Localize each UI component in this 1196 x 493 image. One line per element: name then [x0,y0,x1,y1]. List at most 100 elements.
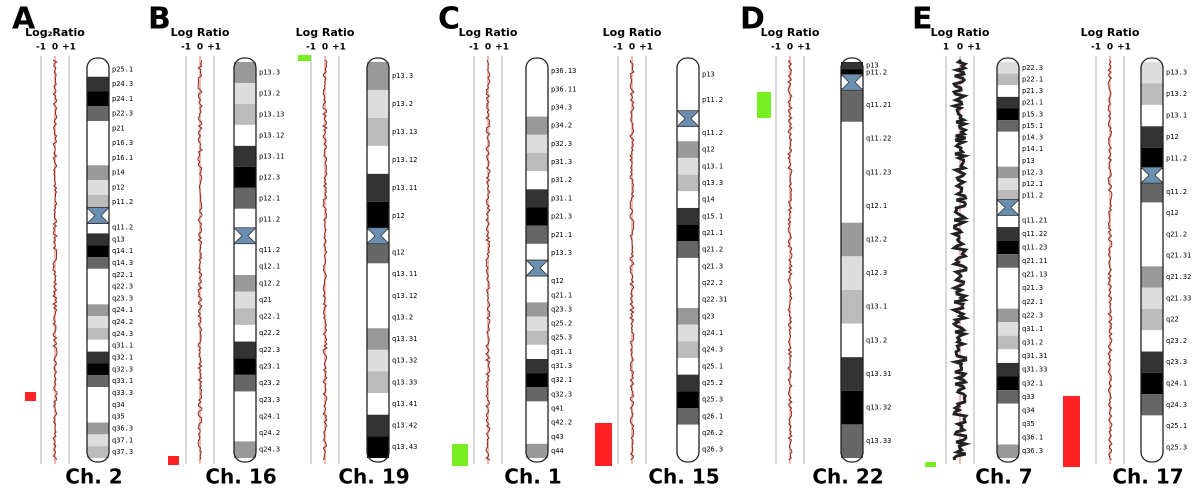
centromere [366,227,390,245]
tick-label: +1 [1117,43,1131,53]
panel-letter: C [438,2,460,37]
chromosome-band [677,62,699,88]
chromosome-outline [1140,57,1164,463]
chromosome-band [1141,223,1163,246]
band-label: q13.33 [866,437,891,445]
chromosome-band [234,241,256,259]
band-label: q31.1 [112,342,133,350]
chromosome-band [841,189,863,223]
band-label: q23.1 [259,363,280,371]
band-label: q13.2 [866,336,887,344]
chromosome-outline [366,57,390,463]
band-label: q12 [551,277,564,285]
band-label: q37.1 [112,436,133,444]
band-label: q11.22 [1022,230,1047,238]
aberration-marker [595,423,612,466]
band-label: p12.1 [259,194,280,202]
chromosome-band [526,316,548,331]
band-label: p36.13 [551,67,576,75]
chromosome-band [526,288,548,303]
band-label: q21.13 [1022,271,1047,279]
band-label: q24.3 [702,346,723,354]
chromosome-band [367,263,389,286]
band-label: q24.3 [259,446,280,454]
chromosome-band [997,240,1019,255]
band-label: q22.3 [112,283,133,291]
chromosome-band [677,191,699,208]
chromosome-band [997,254,1019,268]
chromosome-band [234,166,256,188]
panel-letter: E [912,2,933,37]
chromosome-band [1141,394,1163,416]
chromosome-band [997,108,1019,121]
band-label: p12.3 [1022,168,1043,176]
chromosome-band [87,194,109,210]
chromosome-band [87,339,109,352]
band-label: p13.2 [1166,90,1187,98]
tick-label: +1 [207,43,221,53]
chromosome-band [997,143,1019,155]
chromosome-name: Ch. 2 [65,465,122,489]
band-label: p14 [112,169,125,177]
chromosome-band [997,403,1019,418]
panel-letter: B [148,2,171,37]
band-label: q24.1 [1166,379,1187,387]
chromosome-band [526,134,548,153]
band-label: p13.1 [1166,112,1187,120]
band-label: q14.1 [112,247,133,255]
chromosome-band [841,289,863,324]
log-ratio-header: Log Ratio [1081,26,1140,39]
chromosome-band [87,280,109,293]
panel-letter: A [12,2,36,37]
chromosome-band [677,174,699,192]
chromosome-band [234,408,256,425]
tick-label: 0 [787,43,793,53]
chromosome-band [1141,62,1163,84]
band-label: q13.31 [392,335,417,343]
chromosome-band [87,106,109,122]
chromosome-outline [676,57,700,463]
chromosome-band [1141,126,1163,148]
band-label: q23.3 [551,305,572,313]
band-label: q14 [702,196,715,204]
chromosome-band [367,62,389,90]
chromosome-band [1141,351,1163,373]
band-label: p12 [392,212,405,220]
band-label: q31.1 [1022,325,1043,333]
chromosome-band [87,446,109,458]
band-label: q32.1 [1022,379,1043,387]
band-label: q22.1 [259,313,280,321]
chromosome-band [1141,104,1163,127]
band-label: q31.33 [1022,366,1047,374]
band-label: q22 [1166,316,1179,324]
band-label: q25.2 [551,320,572,328]
band-label: q21.32 [1166,273,1191,281]
band-label: p13.3 [551,249,572,257]
band-label: q13.31 [866,370,891,378]
chromosome-outline [996,57,1020,463]
band-label: q11.2 [1166,188,1187,196]
chromosome-band [677,274,699,292]
chromosome-band [997,294,1019,309]
band-label: p13.12 [392,156,417,164]
band-label: q12.3 [866,269,887,277]
band-label: q31.2 [1022,339,1043,347]
aberration-marker [757,92,771,118]
chromosome-band [997,96,1019,109]
band-label: q12.1 [259,263,280,271]
band-label: q15.1 [702,212,723,220]
band-label: q21 [259,296,272,304]
chromosome-band [1141,372,1163,395]
chromosome-band [526,415,548,430]
tick-label: +1 [967,43,981,53]
chromosome-band [1141,330,1163,352]
ratio-trace [321,59,329,461]
chromosome-band [677,357,699,375]
band-label: q23.3 [259,396,280,404]
chromosome-band [234,374,256,392]
band-label: p22.3 [112,110,133,118]
chromosome-band [677,307,699,325]
chromosome-band [841,121,863,156]
log-ratio-header: Log Ratio [171,26,230,39]
chromosome-band [526,443,548,458]
